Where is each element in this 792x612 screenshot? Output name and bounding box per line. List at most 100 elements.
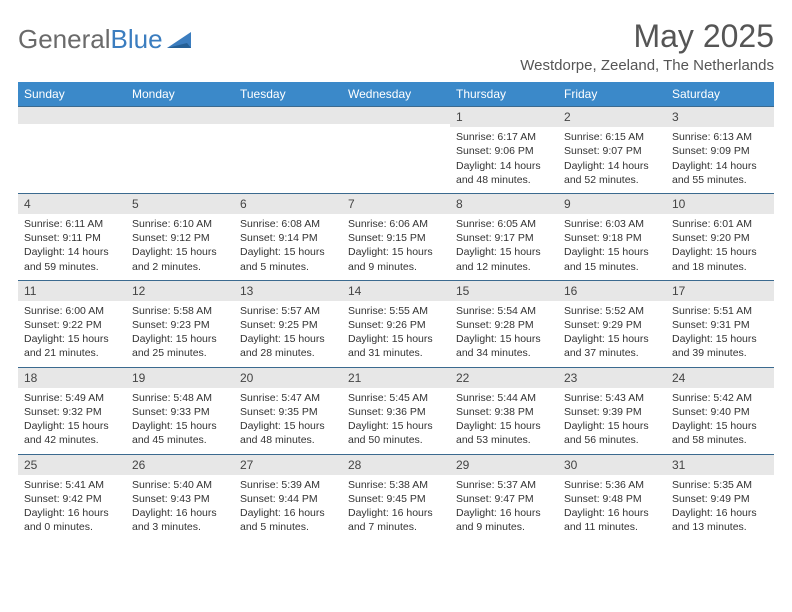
sunset-line: Sunset: 9:45 PM	[348, 492, 444, 506]
day-number: 23	[558, 367, 666, 388]
logo-triangle-icon	[167, 30, 193, 50]
day-number: 22	[450, 367, 558, 388]
weekday-saturday: Saturday	[666, 82, 774, 106]
day-body: Sunrise: 5:45 AMSunset: 9:36 PMDaylight:…	[342, 388, 450, 454]
sunset-line: Sunset: 9:18 PM	[564, 231, 660, 245]
day-body: Sunrise: 5:37 AMSunset: 9:47 PMDaylight:…	[450, 475, 558, 541]
day-body: Sunrise: 5:41 AMSunset: 9:42 PMDaylight:…	[18, 475, 126, 541]
weekday-monday: Monday	[126, 82, 234, 106]
sunrise-line: Sunrise: 5:55 AM	[348, 304, 444, 318]
day-body: Sunrise: 5:48 AMSunset: 9:33 PMDaylight:…	[126, 388, 234, 454]
day-cell: 6Sunrise: 6:08 AMSunset: 9:14 PMDaylight…	[234, 193, 342, 280]
day-body: Sunrise: 6:10 AMSunset: 9:12 PMDaylight:…	[126, 214, 234, 280]
day-number: 18	[18, 367, 126, 388]
day-cell: 16 Sunrise: 5:52 AMSunset: 9:29 PMDayligh…	[558, 280, 666, 367]
sunrise-line: Sunrise: 6:06 AM	[348, 217, 444, 231]
daylight-line: Daylight: 15 hours and 48 minutes.	[240, 419, 336, 447]
day-body: Sunrise: 5:40 AMSunset: 9:43 PMDaylight:…	[126, 475, 234, 541]
empty-cell	[342, 106, 450, 193]
daylight-line: Daylight: 15 hours and 21 minutes.	[24, 332, 120, 360]
sunset-line: Sunset: 9:44 PM	[240, 492, 336, 506]
day-body: Sunrise: 5:44 AMSunset: 9:38 PMDaylight:…	[450, 388, 558, 454]
day-body: Sunrise: 5:58 AMSunset: 9:23 PMDaylight:…	[126, 301, 234, 367]
sunrise-line: Sunrise: 6:00 AM	[24, 304, 120, 318]
day-number: 30	[558, 454, 666, 475]
sunrise-line: Sunrise: 6:10 AM	[132, 217, 228, 231]
day-body: Sunrise: 6:05 AMSunset: 9:17 PMDaylight:…	[450, 214, 558, 280]
sunrise-line: Sunrise: 6:01 AM	[672, 217, 768, 231]
sunset-line: Sunset: 9:42 PM	[24, 492, 120, 506]
sunset-line: Sunset: 9:47 PM	[456, 492, 552, 506]
sunrise-line: Sunrise: 5:44 AM	[456, 391, 552, 405]
day-number: 7	[342, 193, 450, 214]
day-number: 31	[666, 454, 774, 475]
day-cell: 4Sunrise: 6:11 AMSunset: 9:11 PMDaylight…	[18, 193, 126, 280]
weekday-header-row: SundayMondayTuesdayWednesdayThursdayFrid…	[18, 82, 774, 106]
day-number: 16	[558, 280, 666, 301]
sunset-line: Sunset: 9:40 PM	[672, 405, 768, 419]
day-body: Sunrise: 5:54 AMSunset: 9:28 PMDaylight:…	[450, 301, 558, 367]
sunset-line: Sunset: 9:29 PM	[564, 318, 660, 332]
day-number: 20	[234, 367, 342, 388]
day-cell: 15Sunrise: 5:54 AMSunset: 9:28 PMDayligh…	[450, 280, 558, 367]
sunset-line: Sunset: 9:28 PM	[456, 318, 552, 332]
day-cell: 1Sunrise: 6:17 AMSunset: 9:06 PMDaylight…	[450, 106, 558, 193]
daylight-line: Daylight: 14 hours and 59 minutes.	[24, 245, 120, 273]
day-cell: 19Sunrise: 5:48 AMSunset: 9:33 PMDayligh…	[126, 367, 234, 454]
sunset-line: Sunset: 9:43 PM	[132, 492, 228, 506]
day-cell: 28Sunrise: 5:38 AMSunset: 9:45 PMDayligh…	[342, 454, 450, 541]
empty-cell	[18, 106, 126, 193]
weeks-container: 1Sunrise: 6:17 AMSunset: 9:06 PMDaylight…	[18, 106, 774, 540]
day-number: 25	[18, 454, 126, 475]
daylight-line: Daylight: 16 hours and 13 minutes.	[672, 506, 768, 534]
daylight-line: Daylight: 16 hours and 11 minutes.	[564, 506, 660, 534]
daylight-line: Daylight: 15 hours and 58 minutes.	[672, 419, 768, 447]
day-body: Sunrise: 5:42 AMSunset: 9:40 PMDaylight:…	[666, 388, 774, 454]
weekday-friday: Friday	[558, 82, 666, 106]
day-body: Sunrise: 5:43 AMSunset: 9:39 PMDaylight:…	[558, 388, 666, 454]
sunrise-line: Sunrise: 5:37 AM	[456, 478, 552, 492]
sunset-line: Sunset: 9:36 PM	[348, 405, 444, 419]
sunset-line: Sunset: 9:39 PM	[564, 405, 660, 419]
sunrise-line: Sunrise: 6:13 AM	[672, 130, 768, 144]
day-cell: 13Sunrise: 5:57 AMSunset: 9:25 PMDayligh…	[234, 280, 342, 367]
sunrise-line: Sunrise: 5:52 AM	[564, 304, 660, 318]
day-cell: 5Sunrise: 6:10 AMSunset: 9:12 PMDaylight…	[126, 193, 234, 280]
sunset-line: Sunset: 9:11 PM	[24, 231, 120, 245]
day-body: Sunrise: 5:35 AMSunset: 9:49 PMDaylight:…	[666, 475, 774, 541]
daylight-line: Daylight: 15 hours and 31 minutes.	[348, 332, 444, 360]
sunrise-line: Sunrise: 5:41 AM	[24, 478, 120, 492]
day-number: 1	[450, 106, 558, 127]
daylight-line: Daylight: 15 hours and 45 minutes.	[132, 419, 228, 447]
day-number: 12	[126, 280, 234, 301]
day-cell: 22Sunrise: 5:44 AMSunset: 9:38 PMDayligh…	[450, 367, 558, 454]
weekday-tuesday: Tuesday	[234, 82, 342, 106]
daylight-line: Daylight: 15 hours and 39 minutes.	[672, 332, 768, 360]
day-cell: 17Sunrise: 5:51 AMSunset: 9:31 PMDayligh…	[666, 280, 774, 367]
day-cell: 14Sunrise: 5:55 AMSunset: 9:26 PMDayligh…	[342, 280, 450, 367]
day-body: Sunrise: 5:39 AMSunset: 9:44 PMDaylight:…	[234, 475, 342, 541]
week-row: 18Sunrise: 5:49 AMSunset: 9:32 PMDayligh…	[18, 367, 774, 454]
sunset-line: Sunset: 9:26 PM	[348, 318, 444, 332]
day-number	[234, 106, 342, 124]
day-cell: 10Sunrise: 6:01 AMSunset: 9:20 PMDayligh…	[666, 193, 774, 280]
day-number: 14	[342, 280, 450, 301]
daylight-line: Daylight: 16 hours and 3 minutes.	[132, 506, 228, 534]
logo-text-blue: Blue	[111, 24, 163, 55]
sunset-line: Sunset: 9:23 PM	[132, 318, 228, 332]
daylight-line: Daylight: 15 hours and 5 minutes.	[240, 245, 336, 273]
daylight-line: Daylight: 14 hours and 52 minutes.	[564, 159, 660, 187]
day-body: Sunrise: 5:38 AMSunset: 9:45 PMDaylight:…	[342, 475, 450, 541]
day-body: Sunrise: 5:55 AMSunset: 9:26 PMDaylight:…	[342, 301, 450, 367]
day-number: 13	[234, 280, 342, 301]
day-number: 26	[126, 454, 234, 475]
sunrise-line: Sunrise: 5:38 AM	[348, 478, 444, 492]
sunset-line: Sunset: 9:38 PM	[456, 405, 552, 419]
daylight-line: Daylight: 15 hours and 15 minutes.	[564, 245, 660, 273]
sunset-line: Sunset: 9:14 PM	[240, 231, 336, 245]
day-cell: 29Sunrise: 5:37 AMSunset: 9:47 PMDayligh…	[450, 454, 558, 541]
calendar-grid: SundayMondayTuesdayWednesdayThursdayFrid…	[18, 82, 774, 540]
day-number	[126, 106, 234, 124]
daylight-line: Daylight: 15 hours and 37 minutes.	[564, 332, 660, 360]
day-body: Sunrise: 5:49 AMSunset: 9:32 PMDaylight:…	[18, 388, 126, 454]
